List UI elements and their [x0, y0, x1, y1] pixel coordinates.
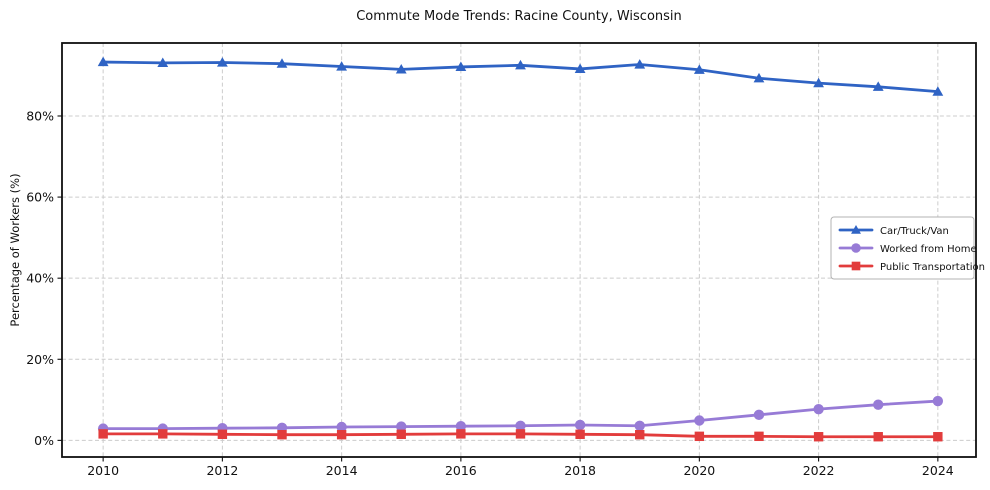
data-point-marker [933, 432, 943, 442]
y-tick-label: 40% [26, 271, 54, 286]
legend-item-car-truck-van: Car/Truck/Van [838, 225, 949, 237]
data-point-marker [574, 63, 586, 74]
data-point-marker [813, 403, 824, 415]
data-point-marker [515, 429, 526, 439]
y-tick-labels: 0% 20% 40% 60% 80% [26, 108, 54, 447]
x-tick-label: 2010 [87, 463, 119, 478]
y-tick-label: 20% [26, 352, 54, 367]
plot-frame [61, 42, 977, 458]
data-point-marker [851, 225, 861, 234]
data-point-marker [396, 429, 406, 439]
data-point-marker [634, 420, 645, 431]
data-point-marker [575, 429, 585, 439]
legend-label: Worked from Home [880, 244, 977, 255]
legend-item-worked-from-home: Worked from Home [838, 243, 977, 255]
x-tick-label: 2022 [803, 463, 835, 478]
legend-label: Car/Truck/Van [880, 226, 949, 237]
data-point-marker [216, 57, 228, 67]
x-tick-label: 2020 [683, 463, 715, 478]
data-point-marker [634, 59, 646, 69]
data-point-marker [635, 429, 645, 440]
data-point-marker [277, 429, 287, 440]
data-point-marker [336, 421, 347, 433]
data-point-marker [217, 429, 228, 439]
data-point-marker [932, 395, 944, 407]
data-point-marker [694, 431, 705, 442]
data-point-marker [753, 72, 765, 83]
y-tick-label: 60% [26, 190, 54, 205]
data-point-marker [455, 420, 467, 432]
data-point-marker [851, 243, 861, 253]
x-tick-label: 2016 [445, 463, 477, 478]
grid [62, 43, 976, 457]
data-point-marker [813, 77, 824, 88]
data-point-marker [396, 421, 407, 432]
data-point-marker [158, 429, 168, 439]
data-point-marker [98, 429, 108, 439]
data-point-marker [694, 415, 705, 426]
data-point-marker [574, 419, 586, 431]
plot-area [62, 43, 976, 457]
y-tick-label: 80% [26, 108, 54, 123]
data-point-marker [336, 429, 347, 440]
legend-box [830, 216, 975, 280]
x-tick-label: 2014 [326, 463, 358, 478]
legend-label: Public Transportation [880, 262, 985, 273]
series-public-transportation [98, 429, 943, 442]
data-point-marker [97, 56, 109, 67]
data-point-marker [455, 61, 467, 72]
data-point-marker [851, 261, 861, 271]
series-car-truck-van [97, 56, 944, 96]
data-point-marker [753, 409, 765, 421]
legend-item-public-transportation: Public Transportation [838, 261, 985, 273]
data-point-marker [754, 431, 764, 442]
y-tick-label: 0% [34, 433, 54, 448]
x-tick-label: 2012 [206, 463, 238, 478]
x-tick-label: 2024 [922, 463, 954, 478]
data-point-marker [157, 57, 169, 67]
data-point-marker [336, 61, 348, 71]
x-tick-labels: 2010 2012 2014 2016 2018 2020 2022 2024 [87, 463, 954, 478]
data-point-marker [873, 399, 884, 410]
data-point-marker [456, 429, 466, 439]
data-point-marker [813, 432, 824, 442]
x-tick-label: 2018 [564, 463, 596, 478]
legend: Car/Truck/Van Worked from Home Public Tran… [830, 216, 985, 280]
data-point-marker [395, 63, 407, 74]
data-point-marker [515, 420, 526, 431]
chart-title: Commute Mode Trends: Racine County, Wisc… [356, 9, 682, 24]
data-point-marker [932, 86, 944, 96]
data-point-marker [515, 59, 526, 70]
data-point-marker [693, 64, 705, 74]
data-point-marker [276, 58, 288, 68]
data-point-marker [872, 81, 884, 91]
data-point-marker [873, 432, 883, 442]
